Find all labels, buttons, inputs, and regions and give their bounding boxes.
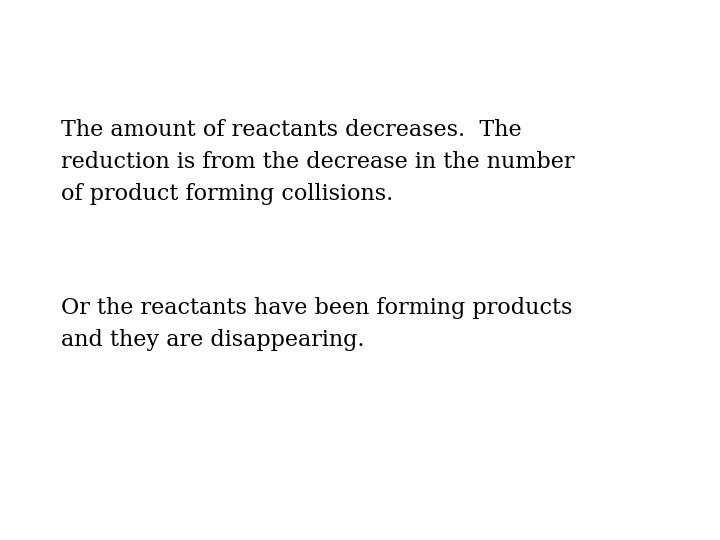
Text: Or the reactants have been forming products
and they are disappearing.: Or the reactants have been forming produ… <box>61 297 572 351</box>
Text: The amount of reactants decreases.  The
reduction is from the decrease in the nu: The amount of reactants decreases. The r… <box>61 119 575 205</box>
